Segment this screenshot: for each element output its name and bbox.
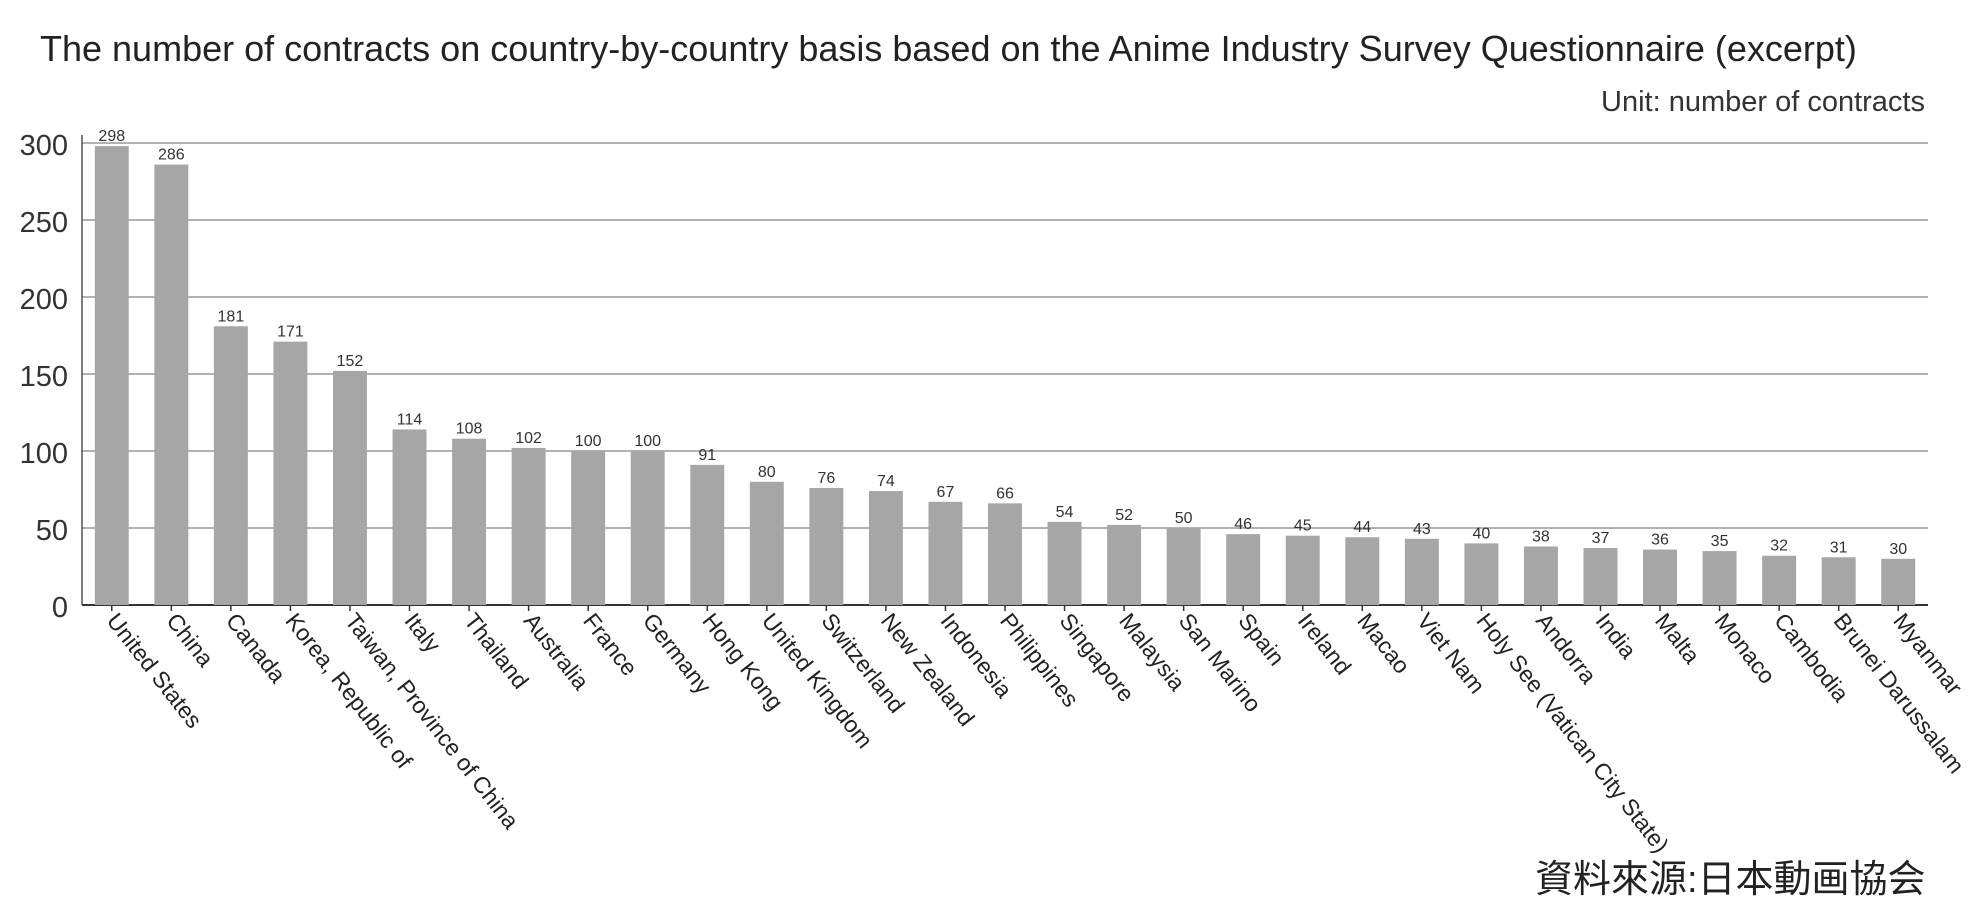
y-tick-label: 250 xyxy=(20,207,68,239)
bar xyxy=(273,341,308,605)
x-tick-label: Spain xyxy=(1233,608,1290,670)
y-tick-label: 50 xyxy=(36,515,68,547)
bar xyxy=(690,464,725,605)
bar xyxy=(571,451,606,605)
bar xyxy=(213,326,248,605)
value-label: 37 xyxy=(1592,530,1610,547)
value-label: 54 xyxy=(1056,504,1074,521)
value-label: 100 xyxy=(634,433,661,450)
bar xyxy=(1285,535,1320,605)
bar xyxy=(1523,546,1558,605)
bars xyxy=(94,146,1916,605)
value-label: 171 xyxy=(277,324,304,341)
value-label: 181 xyxy=(218,308,245,325)
value-label: 152 xyxy=(337,353,364,370)
bar xyxy=(1762,555,1797,605)
value-label: 46 xyxy=(1234,516,1252,533)
bar xyxy=(511,447,546,605)
bar xyxy=(332,370,367,605)
bar xyxy=(1881,558,1916,605)
value-label: 32 xyxy=(1770,538,1788,555)
bar xyxy=(1404,538,1439,605)
y-tick-label: 0 xyxy=(52,592,68,624)
unit-label: Unit: number of contracts xyxy=(1601,86,1925,118)
bar xyxy=(94,146,129,605)
value-label: 108 xyxy=(456,421,483,438)
bar xyxy=(630,451,665,605)
value-label: 50 xyxy=(1175,510,1193,527)
x-tick-label: Macao xyxy=(1352,608,1415,678)
y-tick-label: 300 xyxy=(20,130,68,162)
value-label: 80 xyxy=(758,464,776,481)
value-label: 102 xyxy=(515,430,542,447)
x-tick-label: China xyxy=(161,608,219,672)
value-label: 66 xyxy=(996,485,1014,502)
value-label: 114 xyxy=(397,411,423,428)
value-label: 100 xyxy=(575,433,602,450)
bar xyxy=(1345,537,1380,605)
y-tick-label: 200 xyxy=(20,284,68,316)
bar xyxy=(1702,551,1737,605)
bar xyxy=(809,487,844,605)
value-label: 40 xyxy=(1472,525,1490,542)
value-labels: 298 286 181 171 152 114 108 102 100 100 91 80 76 74 67… xyxy=(98,128,1907,558)
gridlines xyxy=(82,142,1928,529)
bar xyxy=(1047,521,1082,605)
x-tick-label: Ireland xyxy=(1293,608,1357,679)
y-tick-label: 100 xyxy=(20,438,68,470)
x-tick-label: Italy xyxy=(400,608,447,658)
value-label: 31 xyxy=(1830,539,1848,556)
value-label: 91 xyxy=(698,447,716,464)
value-label: 286 xyxy=(158,147,185,164)
bar xyxy=(1643,549,1678,605)
value-label: 298 xyxy=(98,128,125,145)
x-tick-label: Malta xyxy=(1650,608,1705,668)
bar xyxy=(928,501,963,605)
bar xyxy=(988,503,1022,605)
value-label: 45 xyxy=(1294,518,1312,535)
value-label: 35 xyxy=(1711,533,1729,550)
value-label: 44 xyxy=(1353,519,1371,536)
bar xyxy=(1166,528,1201,605)
bar-chart: 298 286 181 171 152 114 108 102 100 100 91 80 76 74 67… xyxy=(20,128,1970,857)
bar xyxy=(154,164,189,605)
bar xyxy=(1821,557,1856,605)
x-tick-label: India xyxy=(1591,608,1642,663)
bar xyxy=(1583,548,1618,605)
bar xyxy=(1107,524,1142,605)
value-label: 74 xyxy=(877,473,895,490)
value-label: 52 xyxy=(1115,507,1133,524)
bar xyxy=(392,429,427,605)
x-tick-label: Canada xyxy=(221,608,291,688)
y-tick-label: 150 xyxy=(20,361,68,393)
x-tick-label: Monaco xyxy=(1710,608,1781,688)
value-label: 38 xyxy=(1532,528,1550,545)
value-label: 76 xyxy=(817,470,835,487)
value-label: 30 xyxy=(1889,541,1907,558)
value-label: 67 xyxy=(937,484,955,501)
y-tick-labels: 0 50 100 150 200 250 300 xyxy=(20,130,68,624)
bar xyxy=(868,491,903,605)
value-label: 36 xyxy=(1651,532,1669,549)
bar xyxy=(1464,543,1499,605)
chart-title: The number of contracts on country-by-co… xyxy=(40,28,1857,69)
value-label: 43 xyxy=(1413,521,1431,538)
bar xyxy=(452,438,487,605)
bar xyxy=(749,481,784,605)
bar xyxy=(1226,534,1261,605)
